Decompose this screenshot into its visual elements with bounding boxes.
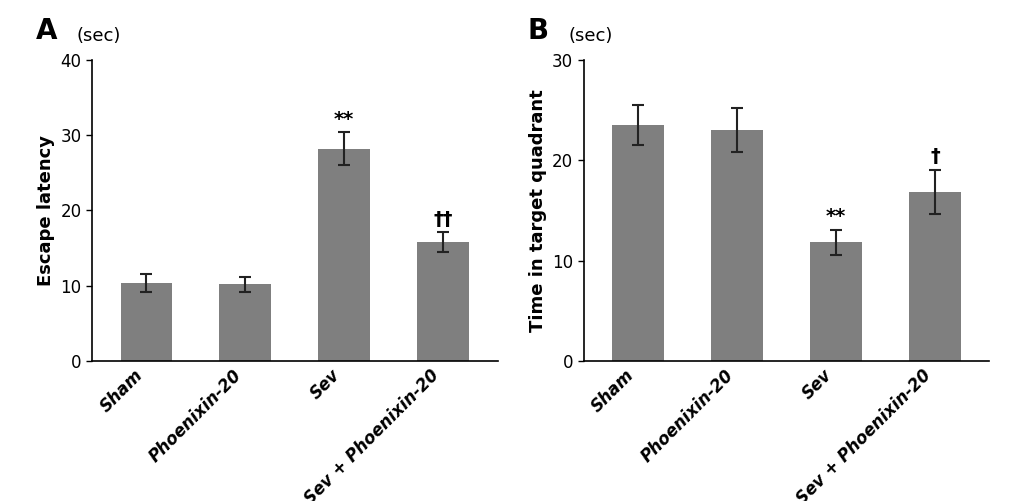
Bar bbox=[120, 283, 172, 361]
Text: ††: †† bbox=[433, 210, 452, 229]
Y-axis label: Time in target quadrant: Time in target quadrant bbox=[528, 89, 546, 332]
Text: (sec): (sec) bbox=[76, 27, 121, 45]
Bar bbox=[908, 192, 960, 361]
Bar bbox=[417, 242, 469, 361]
Text: **: ** bbox=[825, 207, 846, 226]
Text: †: † bbox=[929, 147, 938, 166]
Text: A: A bbox=[36, 17, 57, 45]
Bar bbox=[611, 125, 663, 361]
Bar bbox=[219, 284, 271, 361]
Y-axis label: Escape latency: Escape latency bbox=[37, 135, 55, 286]
Text: (sec): (sec) bbox=[568, 27, 612, 45]
Text: B: B bbox=[527, 17, 548, 45]
Bar bbox=[809, 242, 861, 361]
Text: **: ** bbox=[334, 110, 354, 129]
Bar bbox=[318, 149, 370, 361]
Bar bbox=[710, 130, 762, 361]
